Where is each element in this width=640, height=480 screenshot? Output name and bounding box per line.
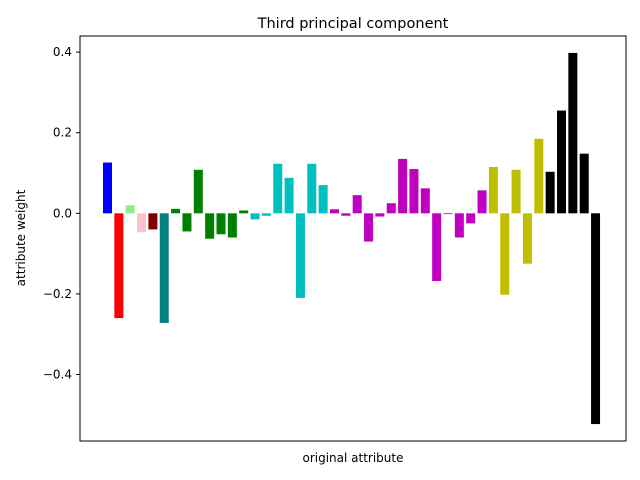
bar-6 <box>159 213 169 323</box>
bar-38 <box>522 213 532 264</box>
bar-20 <box>318 185 328 214</box>
plot-frame <box>79 35 627 442</box>
bar-27 <box>398 158 408 214</box>
bar-36 <box>500 213 510 295</box>
bar-7 <box>171 208 181 214</box>
bar-28 <box>409 168 419 214</box>
bar-8 <box>182 213 192 232</box>
bar-34 <box>477 190 487 214</box>
x-axis-label: original attribute <box>302 451 403 465</box>
bar-31 <box>443 213 453 215</box>
bar-16 <box>273 163 283 214</box>
bar-44 <box>591 213 601 425</box>
bar-9 <box>193 169 203 214</box>
bar-22 <box>341 213 351 216</box>
y-tick-label: −0.2 <box>43 287 72 301</box>
bar-18 <box>295 213 305 298</box>
bar-30 <box>432 213 442 282</box>
bar-5 <box>148 213 158 230</box>
y-axis-ticks: −0.4 −0.2 0.0 0.2 0.4 <box>43 45 80 382</box>
bar-11 <box>216 213 226 235</box>
chart-title: Third principal component <box>257 16 449 32</box>
bar-37 <box>511 169 521 214</box>
bar-4 <box>137 213 147 233</box>
bar-10 <box>205 213 215 239</box>
bar-15 <box>261 213 271 216</box>
bar-33 <box>466 213 476 224</box>
bar-14 <box>250 213 260 220</box>
bar-35 <box>488 166 498 214</box>
bar-3 <box>125 205 135 214</box>
y-tick-label: 0.2 <box>53 126 72 140</box>
bar-41 <box>557 110 566 214</box>
bar-24 <box>364 213 374 242</box>
bar-43 <box>579 153 589 214</box>
bar-17 <box>284 177 294 214</box>
bar-40 <box>545 171 555 214</box>
bar-12 <box>227 213 237 238</box>
bar-19 <box>307 163 317 214</box>
bar-32 <box>454 213 464 238</box>
bar-42 <box>568 52 578 214</box>
bar-26 <box>386 203 396 214</box>
y-tick-label: 0.4 <box>53 45 72 59</box>
bar-29 <box>420 188 430 214</box>
bar-25 <box>375 213 385 217</box>
bar-1 <box>103 162 112 214</box>
bar-39 <box>534 138 544 214</box>
bar-2 <box>114 213 124 319</box>
bar-13 <box>239 210 249 214</box>
y-tick-label: −0.4 <box>43 368 72 382</box>
bar-21 <box>330 209 339 214</box>
bar-23 <box>352 195 362 214</box>
bars-group <box>103 52 601 425</box>
y-axis-label: attribute weight <box>14 189 28 286</box>
y-tick-label: 0.0 <box>53 206 72 220</box>
